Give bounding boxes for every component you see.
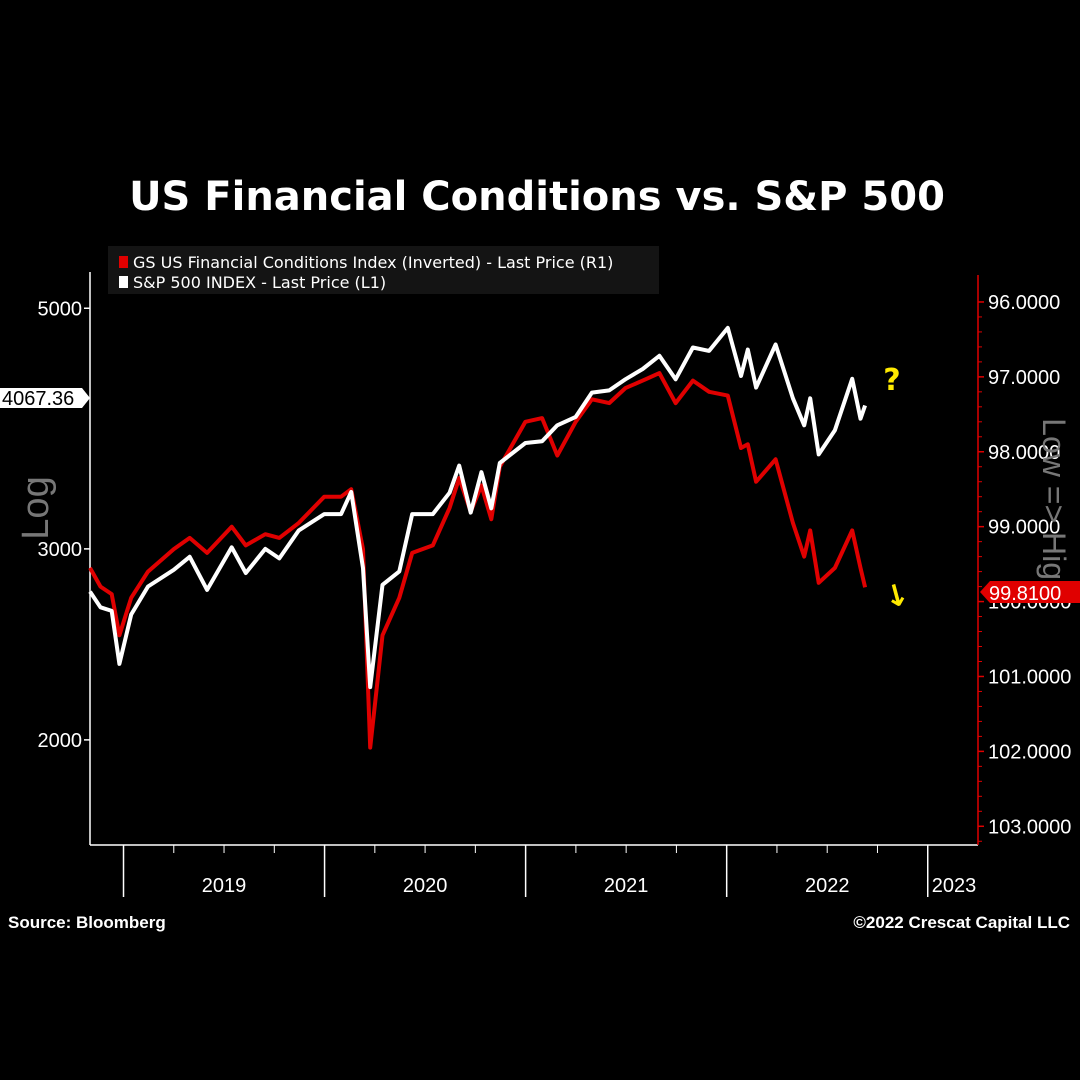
legend-label-fci: GS US Financial Conditions Index (Invert… [133, 253, 613, 272]
left-tick-label: 5000 [38, 298, 83, 320]
fci-last-value-tag: 99.8100 [980, 581, 1080, 605]
right-tick-label: 99.0000 [988, 517, 1060, 539]
x-tick-label: 2023 [932, 875, 977, 897]
sp500-last-value: 4067.36 [2, 388, 74, 410]
legend-background [108, 246, 659, 294]
legend-swatch-sp500 [119, 276, 128, 288]
chart-title: US Financial Conditions vs. S&P 500 [129, 174, 945, 220]
sp500-series-line [88, 325, 867, 690]
legend: GS US Financial Conditions Index (Invert… [108, 246, 659, 294]
x-tick-label: 2022 [805, 875, 850, 897]
right-tick-label: 103.0000 [988, 816, 1071, 838]
right-tick-label: 101.0000 [988, 666, 1071, 688]
fci-last-value: 99.8100 [989, 583, 1061, 605]
right-tick-label: 96.0000 [988, 292, 1060, 314]
sp500-last-value-tag: 4067.36 [0, 388, 90, 410]
copyright-label: ©2022 Crescat Capital LLC [853, 913, 1070, 932]
series-layer [88, 325, 868, 750]
x-tick-label: 2020 [403, 875, 448, 897]
right-tick-label: 97.0000 [988, 367, 1060, 389]
question-mark-annotation: ? [883, 363, 900, 398]
right-tick-label: 98.0000 [988, 442, 1060, 464]
left-tick-label: 3000 [38, 539, 83, 561]
source-label: Source: Bloomberg [8, 913, 166, 932]
right-axis-ticks: 96.000097.000098.000099.0000100.0000101.… [978, 292, 1071, 842]
right-tick-label: 102.0000 [988, 741, 1071, 763]
legend-swatch-fci [119, 256, 128, 268]
x-tick-label: 2021 [604, 875, 649, 897]
left-axis-title: Log [15, 476, 57, 539]
fci-series-line [88, 371, 868, 750]
legend-label-sp500: S&P 500 INDEX - Last Price (L1) [133, 273, 386, 292]
x-tick-label: 2019 [202, 875, 247, 897]
right-axis-title: Low => High [1036, 418, 1072, 598]
left-tick-label: 2000 [38, 730, 83, 752]
x-axis-ticks: 2019 2020 2021 2022 2023 [122, 845, 977, 897]
left-axis-ticks: 2000 3000 5000 [38, 298, 90, 752]
down-arrow-annotation: ↓ [880, 576, 913, 616]
